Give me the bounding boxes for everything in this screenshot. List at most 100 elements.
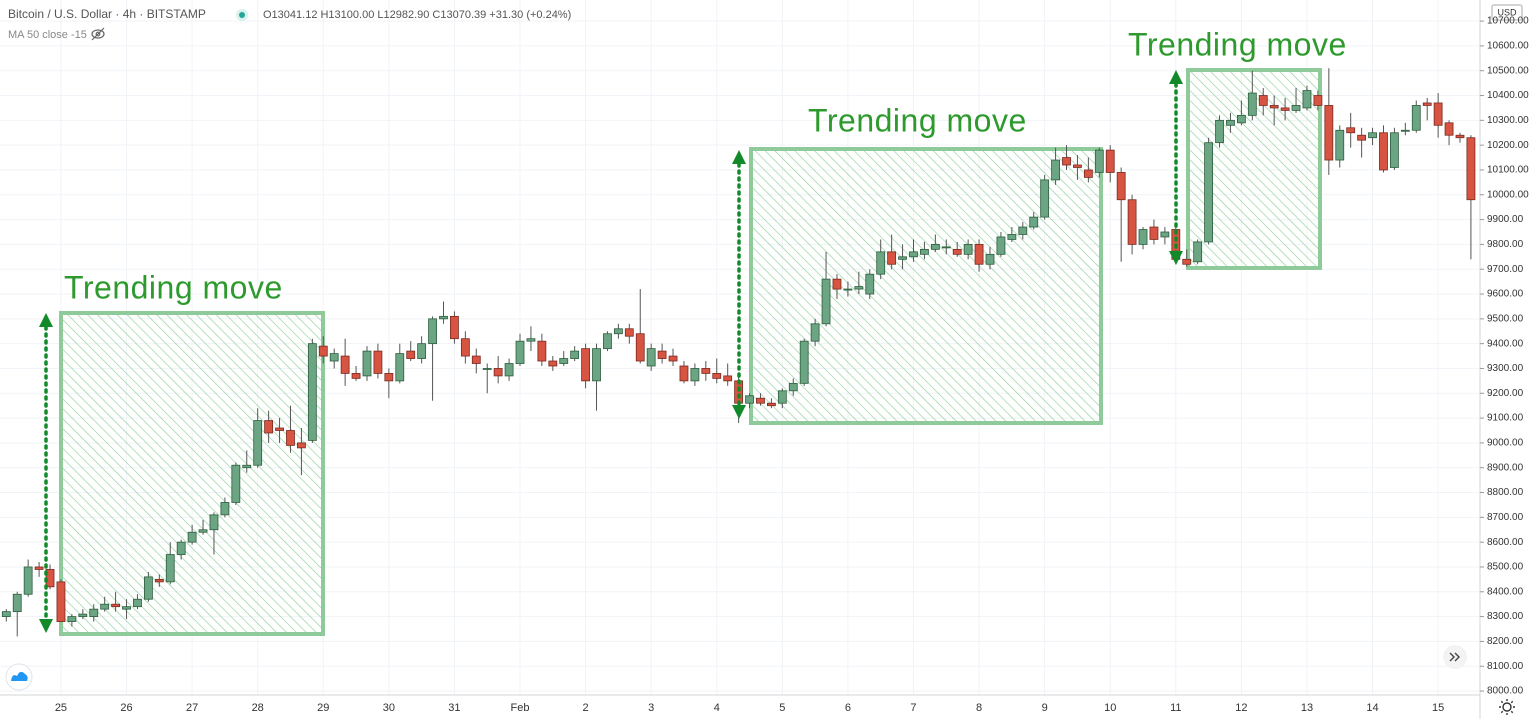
candle-body [1,611,11,617]
candle-body [1226,119,1235,126]
candle-body [395,353,405,382]
y-tick-label: 10100.00 [1487,165,1529,176]
candle-body [417,343,427,359]
candle-body [286,430,295,446]
candle-body [482,368,492,370]
scroll-button[interactable] [1443,645,1467,669]
candle-body [1324,105,1334,161]
candle-body [275,427,284,431]
y-tick-label: 9400.00 [1487,338,1524,349]
x-tick-label: 4 [714,702,720,714]
y-tick-label: 9700.00 [1487,264,1524,275]
candle-body [1215,119,1224,144]
x-tick-label: 15 [1432,702,1444,714]
candle-body [384,373,394,382]
x-tick-label: 25 [55,702,67,714]
candle-body [679,365,689,382]
candle-body [1149,226,1159,240]
candle-body [253,420,263,466]
candle-body [89,608,99,617]
candle-body [1160,231,1170,238]
candle-body [1182,258,1192,265]
candle-body [974,244,984,265]
y-tick-label: 10200.00 [1487,140,1529,151]
candle-body [450,315,459,340]
candle-body [439,315,448,320]
candle-body [1029,216,1039,228]
candle-body [570,350,580,359]
candle-body [23,566,33,595]
candle-body [209,514,219,531]
x-tick-label: 6 [845,702,851,714]
candle-body [592,348,601,382]
settings-icon[interactable] [1499,699,1515,715]
candle-body [56,581,66,622]
candle-body [559,358,569,364]
candles [1,68,1476,637]
annotation: Trending move [1128,26,1347,62]
logo[interactable] [5,663,33,691]
candle-body [220,502,230,516]
candle-body [307,343,317,441]
annotation: Trending move [64,269,283,305]
candle-body [887,251,897,265]
candle-body [1444,122,1454,136]
candle-body [777,390,787,404]
status-dot [239,12,245,18]
candle-body [373,350,383,374]
candle-body [985,253,995,265]
candle-body [1346,127,1356,134]
candle-body [1127,199,1137,245]
candle-body [909,251,918,258]
ohlc-legend: O13041.12 H13100.00 L12982.90 C13070.39 … [263,9,571,21]
candle-body [1411,105,1421,131]
y-tick-label: 8500.00 [1487,562,1524,573]
y-tick-label: 8100.00 [1487,661,1524,672]
y-tick-label: 8400.00 [1487,586,1524,597]
candle-body [767,402,776,407]
candle-body [920,248,929,255]
zones [59,68,1322,636]
x-tick-label: 2 [583,702,589,714]
candle-body [1280,107,1290,111]
candle-body [526,338,536,342]
candle-body [1335,129,1345,161]
candle-body [745,395,754,404]
x-tick-label: 14 [1366,702,1378,714]
candle-body [1062,157,1071,166]
x-tick-label: 11 [1170,702,1181,714]
candle-body [351,373,361,379]
candle-body [1357,134,1367,141]
candle-body [1138,229,1148,245]
candle-body [154,578,164,583]
y-tick-label: 8300.00 [1487,611,1524,622]
candle-body [1368,132,1377,139]
currency-box[interactable] [1491,4,1523,21]
y-tick-label: 9300.00 [1487,363,1524,374]
x-tick-label: 13 [1301,702,1313,714]
candle-body [340,355,350,374]
x-tick-label: 7 [910,702,916,714]
hide-icon[interactable] [91,27,105,41]
annotation: Trending move [808,102,1027,138]
candle-body [952,248,962,255]
currency-label: USD [1497,7,1517,17]
candle-body [1236,114,1246,124]
x-tick-label: 31 [448,702,460,714]
x-tick-label: Feb [511,702,530,714]
candle-body [67,616,77,622]
candle-body [996,236,1006,255]
candle-body [362,350,372,377]
indicator-label: MA 50 close -15 [8,29,87,41]
y-tick-label: 10500.00 [1487,65,1529,76]
x-tick-label: 10 [1104,702,1116,714]
y-tick-label: 10000.00 [1487,189,1529,200]
candle-body [537,340,547,362]
candle-body [1204,142,1213,243]
candle-body [963,244,973,255]
y-tick-label: 10300.00 [1487,115,1529,126]
candle-body [1116,172,1126,201]
candle-body [843,288,853,291]
candle-body [176,541,186,555]
candle-body [810,323,820,342]
